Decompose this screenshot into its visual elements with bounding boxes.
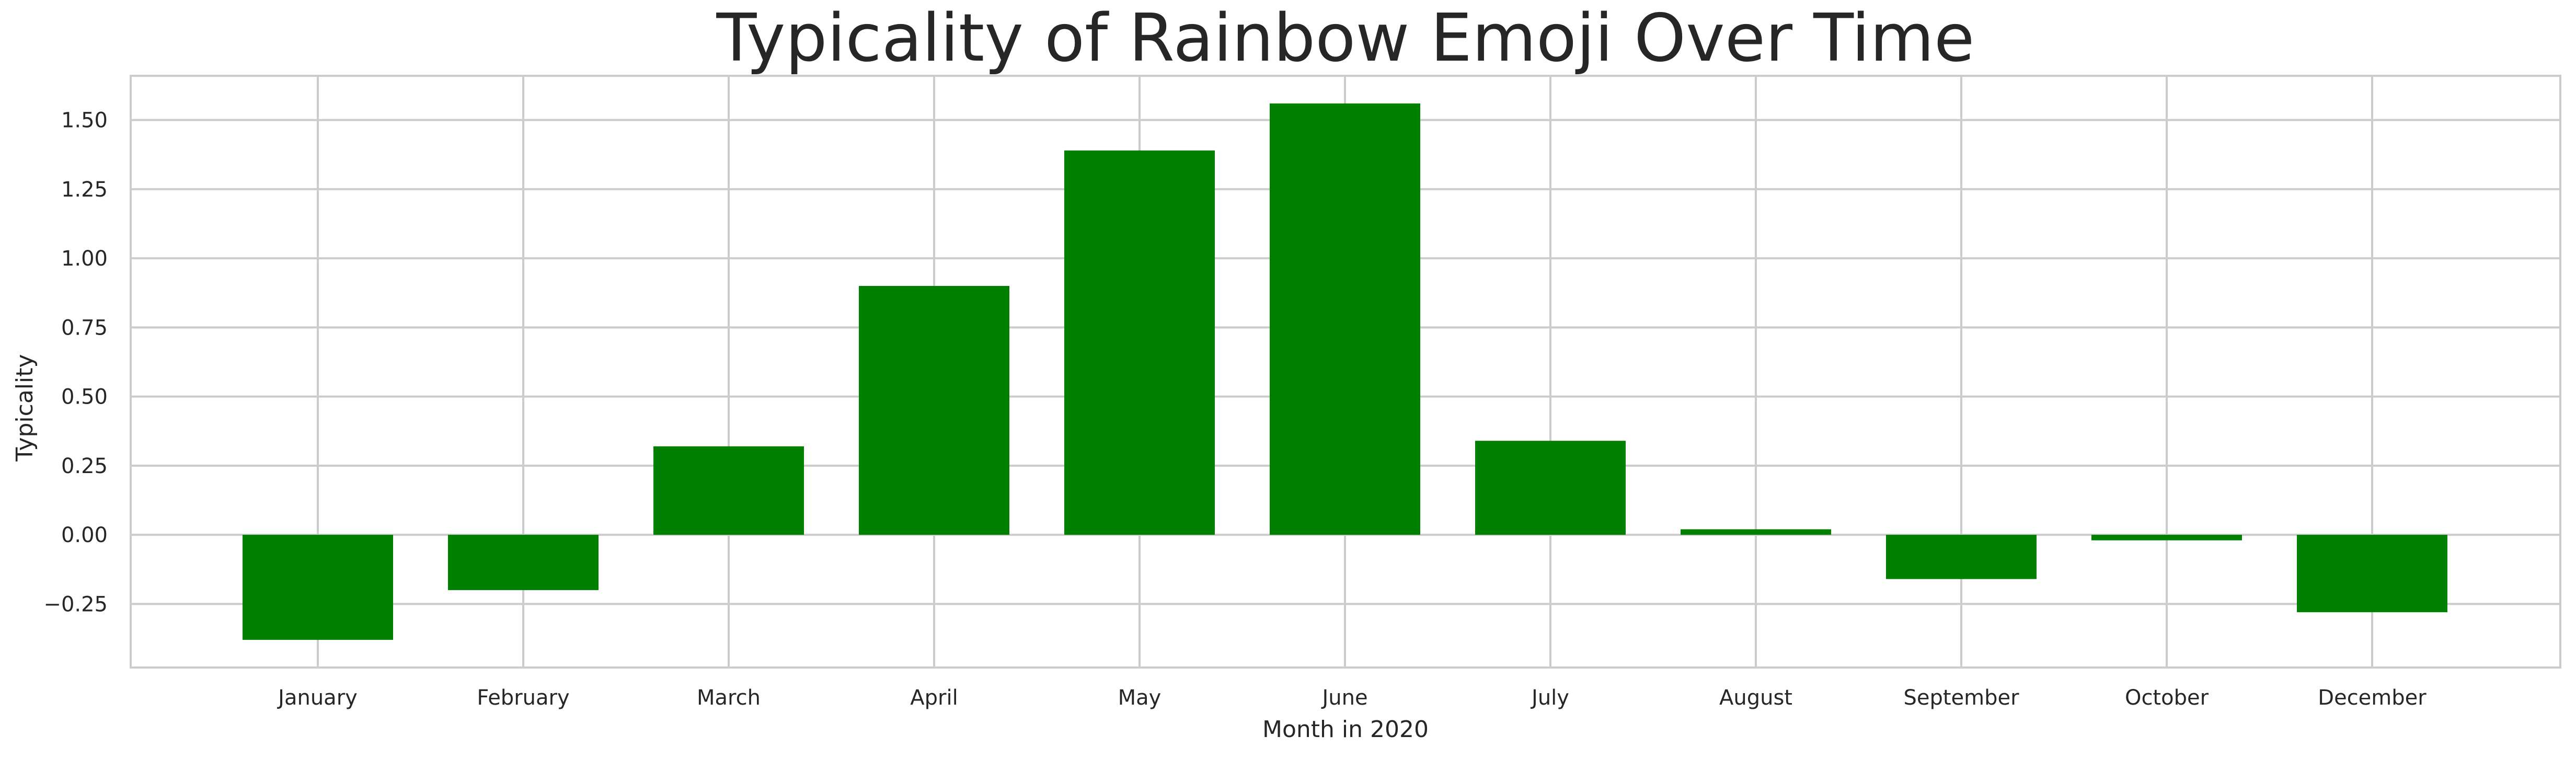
bar-march <box>653 446 804 535</box>
bar-june <box>1270 103 1420 535</box>
bar-february <box>448 535 599 590</box>
y-axis-label: Typicality <box>12 354 38 462</box>
x-tick-label: April <box>910 686 958 710</box>
x-tick-label: January <box>277 686 358 710</box>
bar-september <box>1886 535 2037 579</box>
y-tick-label: 1.00 <box>61 247 108 271</box>
y-tick-label: 0.75 <box>61 316 108 340</box>
y-tick-label: 0.50 <box>61 385 108 409</box>
y-tick-label: 0.00 <box>61 523 108 547</box>
y-tick-label: 0.25 <box>61 454 108 478</box>
x-axis-ticks: January February March April May June July Augu… <box>277 686 2426 710</box>
x-tick-label: July <box>1530 686 1569 710</box>
y-tick-label: −0.25 <box>43 592 108 616</box>
bars <box>243 103 2447 640</box>
bar-august <box>1681 529 1831 535</box>
plot-frame <box>130 75 2561 669</box>
x-tick-label: June <box>1320 686 1367 710</box>
bar-january <box>243 535 393 640</box>
x-tick-label: December <box>2318 686 2426 710</box>
y-tick-label: 1.25 <box>61 178 108 202</box>
bar-october <box>2091 535 2242 540</box>
chart-title: Typicality of Rainbow Emoji Over Time <box>716 0 1975 76</box>
x-tick-label: September <box>1903 686 2019 710</box>
x-axis-label: Month in 2020 <box>1262 716 1429 743</box>
bar-july <box>1475 441 1626 535</box>
x-tick-label: May <box>1118 686 1162 710</box>
bar-december <box>2297 535 2447 613</box>
y-axis-ticks: −0.25 0.00 0.25 0.50 0.75 1.00 1.25 1.50 <box>43 109 108 617</box>
y-tick-label: 1.50 <box>61 109 108 133</box>
bar-april <box>859 286 1009 535</box>
x-tick-label: February <box>477 686 569 710</box>
x-tick-label: August <box>1719 686 1792 710</box>
x-tick-label: March <box>697 686 761 710</box>
bar-may <box>1064 150 1215 535</box>
x-tick-label: October <box>2125 686 2209 710</box>
